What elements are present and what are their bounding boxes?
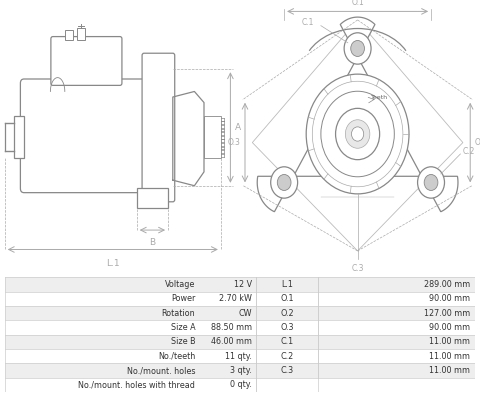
Bar [5, 378, 475, 392]
Text: O.1: O.1 [351, 0, 364, 7]
Text: Power: Power [171, 294, 195, 303]
Text: Rotation: Rotation [162, 308, 195, 318]
Bar [5, 364, 475, 378]
Text: 2.70 kW: 2.70 kW [219, 294, 252, 303]
Circle shape [321, 91, 395, 177]
Text: CW: CW [238, 308, 252, 318]
Circle shape [351, 40, 364, 57]
Text: C.1: C.1 [280, 337, 294, 346]
Text: Voltage: Voltage [165, 280, 195, 289]
Text: C.3: C.3 [351, 264, 364, 273]
Bar [204, 116, 221, 158]
Circle shape [336, 109, 380, 160]
Text: O.3: O.3 [280, 323, 294, 332]
Text: 11.00 mm: 11.00 mm [430, 337, 470, 346]
Circle shape [344, 33, 371, 64]
Text: C.2: C.2 [280, 352, 294, 361]
Circle shape [418, 167, 444, 198]
Circle shape [277, 175, 291, 190]
Bar [5, 291, 475, 306]
Circle shape [271, 167, 298, 198]
FancyBboxPatch shape [51, 36, 122, 86]
Text: 88.50 mm: 88.50 mm [211, 323, 252, 332]
Polygon shape [257, 17, 458, 212]
Text: O.2: O.2 [280, 308, 294, 318]
Text: 0 qty.: 0 qty. [230, 381, 252, 389]
Text: No./mount. holes with thread: No./mount. holes with thread [78, 381, 195, 389]
Text: A: A [235, 123, 241, 132]
Text: 11.00 mm: 11.00 mm [430, 366, 470, 375]
Bar [14, 116, 24, 158]
Bar [65, 30, 73, 40]
Text: 46.00 mm: 46.00 mm [211, 337, 252, 346]
FancyBboxPatch shape [20, 79, 148, 192]
Text: 90.00 mm: 90.00 mm [430, 323, 470, 332]
Text: Size A: Size A [171, 323, 195, 332]
Bar [5, 306, 475, 320]
Circle shape [351, 127, 364, 141]
Bar [5, 349, 475, 364]
Bar [5, 320, 475, 335]
Circle shape [306, 74, 409, 194]
Text: No./mount. holes: No./mount. holes [127, 366, 195, 375]
Text: 3 qty.: 3 qty. [230, 366, 252, 375]
Circle shape [312, 81, 403, 187]
Text: 11 qty.: 11 qty. [225, 352, 252, 361]
Text: No./teeth: No./teeth [158, 352, 195, 361]
Text: 12 V: 12 V [234, 280, 252, 289]
Text: L.1: L.1 [106, 259, 120, 268]
Bar [77, 28, 85, 40]
Text: Size B: Size B [171, 337, 195, 346]
Text: B: B [149, 238, 156, 248]
Text: L.1: L.1 [281, 280, 293, 289]
Circle shape [346, 120, 370, 148]
Text: 127.00 mm: 127.00 mm [424, 308, 470, 318]
Circle shape [424, 175, 438, 190]
Text: 289.00 mm: 289.00 mm [424, 280, 470, 289]
FancyBboxPatch shape [142, 53, 175, 202]
Text: C.1: C.1 [301, 18, 313, 27]
Text: O.1: O.1 [280, 294, 294, 303]
Bar [5, 277, 475, 291]
Text: O.3: O.3 [227, 138, 240, 147]
Text: Teeth: Teeth [371, 95, 388, 100]
Bar [5, 335, 475, 349]
Text: C.2: C.2 [463, 147, 475, 156]
Text: 90.00 mm: 90.00 mm [430, 294, 470, 303]
Text: O.2: O.2 [475, 138, 480, 147]
Bar [137, 188, 168, 208]
Text: C.3: C.3 [280, 366, 294, 375]
Text: 11.00 mm: 11.00 mm [430, 352, 470, 361]
